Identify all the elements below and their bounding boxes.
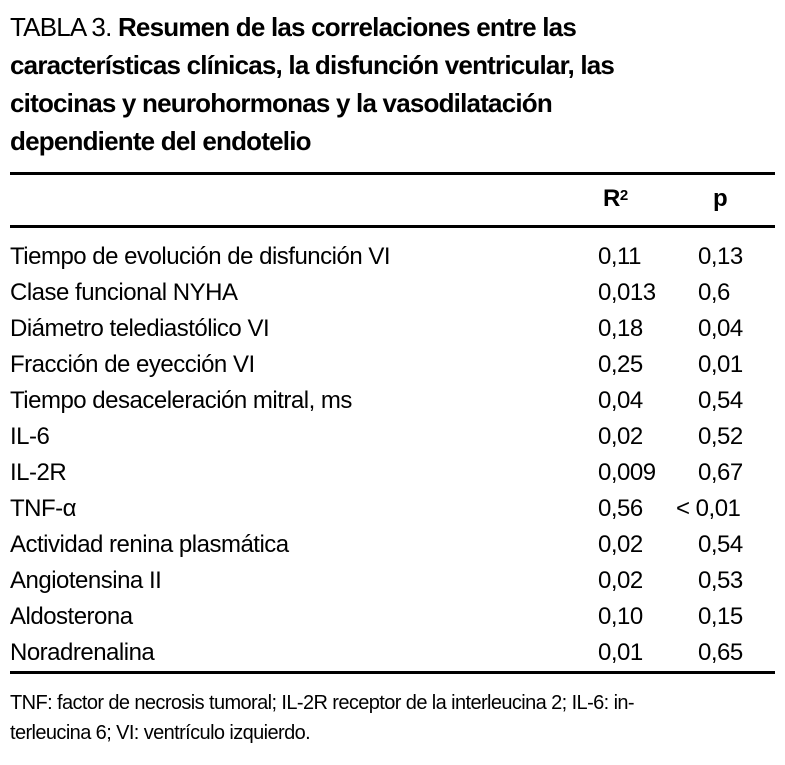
p-value: 0,15 (698, 603, 743, 630)
p-value: < 0,01 (676, 495, 741, 522)
table-row: IL-2R 0,009 0,67 (0, 455, 785, 491)
r2-value: 0,01 (598, 639, 643, 666)
row-label: Tiempo de evolución de disfunción VI (10, 243, 391, 270)
r2-superscript: 2 (619, 187, 628, 204)
r2-value: 0,10 (598, 603, 643, 630)
table-footnote: TNF: factor de necrosis tumoral; IL-2R r… (10, 692, 635, 744)
table-row: Clase funcional NYHA 0,013 0,6 (0, 275, 785, 311)
r2-value: 0,11 (598, 243, 641, 270)
table-rule-header (10, 225, 775, 228)
row-label: IL-2R (10, 459, 67, 486)
r2-value: 0,02 (598, 567, 643, 594)
table-title-text: Resumen de las correlaciones entre las c… (10, 12, 615, 156)
r2-value: 0,25 (598, 351, 643, 378)
table-row: TNF-α 0,56 < 0,01 (0, 491, 785, 527)
p-value: 0,65 (698, 639, 743, 666)
table-row: Diámetro telediastólico VI 0,18 0,04 (0, 311, 785, 347)
row-label: Actividad renina plasmática (10, 531, 289, 558)
row-label: Fracción de eyección VI (10, 351, 255, 378)
table-row: IL-6 0,02 0,52 (0, 419, 785, 455)
table-number-label: TABLA 3. (10, 12, 118, 42)
table-rule-bottom (10, 671, 775, 674)
row-label: Diámetro telediastólico VI (10, 315, 270, 342)
p-value: 0,04 (698, 315, 743, 342)
table-row: Actividad renina plasmática 0,02 0,54 (0, 527, 785, 563)
r2-value: 0,02 (598, 531, 643, 558)
table-row: Fracción de eyección VI 0,25 0,01 (0, 347, 785, 383)
row-label: TNF-α (10, 495, 77, 522)
p-value: 0,52 (698, 423, 743, 450)
r2-value: 0,56 (598, 495, 643, 522)
row-label: Clase funcional NYHA (10, 279, 238, 306)
table-row: Noradrenalina 0,01 0,65 (0, 635, 785, 671)
p-value: 0,67 (698, 459, 743, 486)
r2-value: 0,18 (598, 315, 643, 342)
table-row: Angiotensina II 0,02 0,53 (0, 563, 785, 599)
table-row: Aldosterona 0,10 0,15 (0, 599, 785, 635)
table-row: Tiempo de evolución de disfunción VI 0,11… (0, 239, 785, 275)
row-label: IL-6 (10, 423, 50, 450)
r2-value: 0,013 (598, 279, 656, 306)
row-label: Noradrenalina (10, 639, 155, 666)
p-value: 0,53 (698, 567, 743, 594)
row-label: Aldosterona (10, 603, 133, 630)
r2-value: 0,04 (598, 387, 643, 414)
column-header-r2: R2 (603, 185, 628, 212)
p-value: 0,6 (698, 279, 730, 306)
table-row: Tiempo desaceleración mitral, ms 0,04 0,54 (0, 383, 785, 419)
row-label: Tiempo desaceleración mitral, ms (10, 387, 352, 414)
table-rule-top (10, 172, 775, 175)
table-body: Tiempo de evolución de disfunción VI 0,11… (0, 228, 785, 671)
p-value: 0,54 (698, 531, 743, 558)
page-title: TABLA 3. Resumen de las correlaciones en… (0, 0, 785, 160)
r2-value: 0,009 (598, 459, 656, 486)
p-value: 0,01 (698, 351, 743, 378)
table-header-row: R2 p (0, 175, 785, 225)
r2-value: 0,02 (598, 423, 643, 450)
row-label: Angiotensina II (10, 567, 162, 594)
column-header-p: p (713, 185, 728, 212)
p-value: 0,54 (698, 387, 743, 414)
p-value: 0,13 (698, 243, 743, 270)
